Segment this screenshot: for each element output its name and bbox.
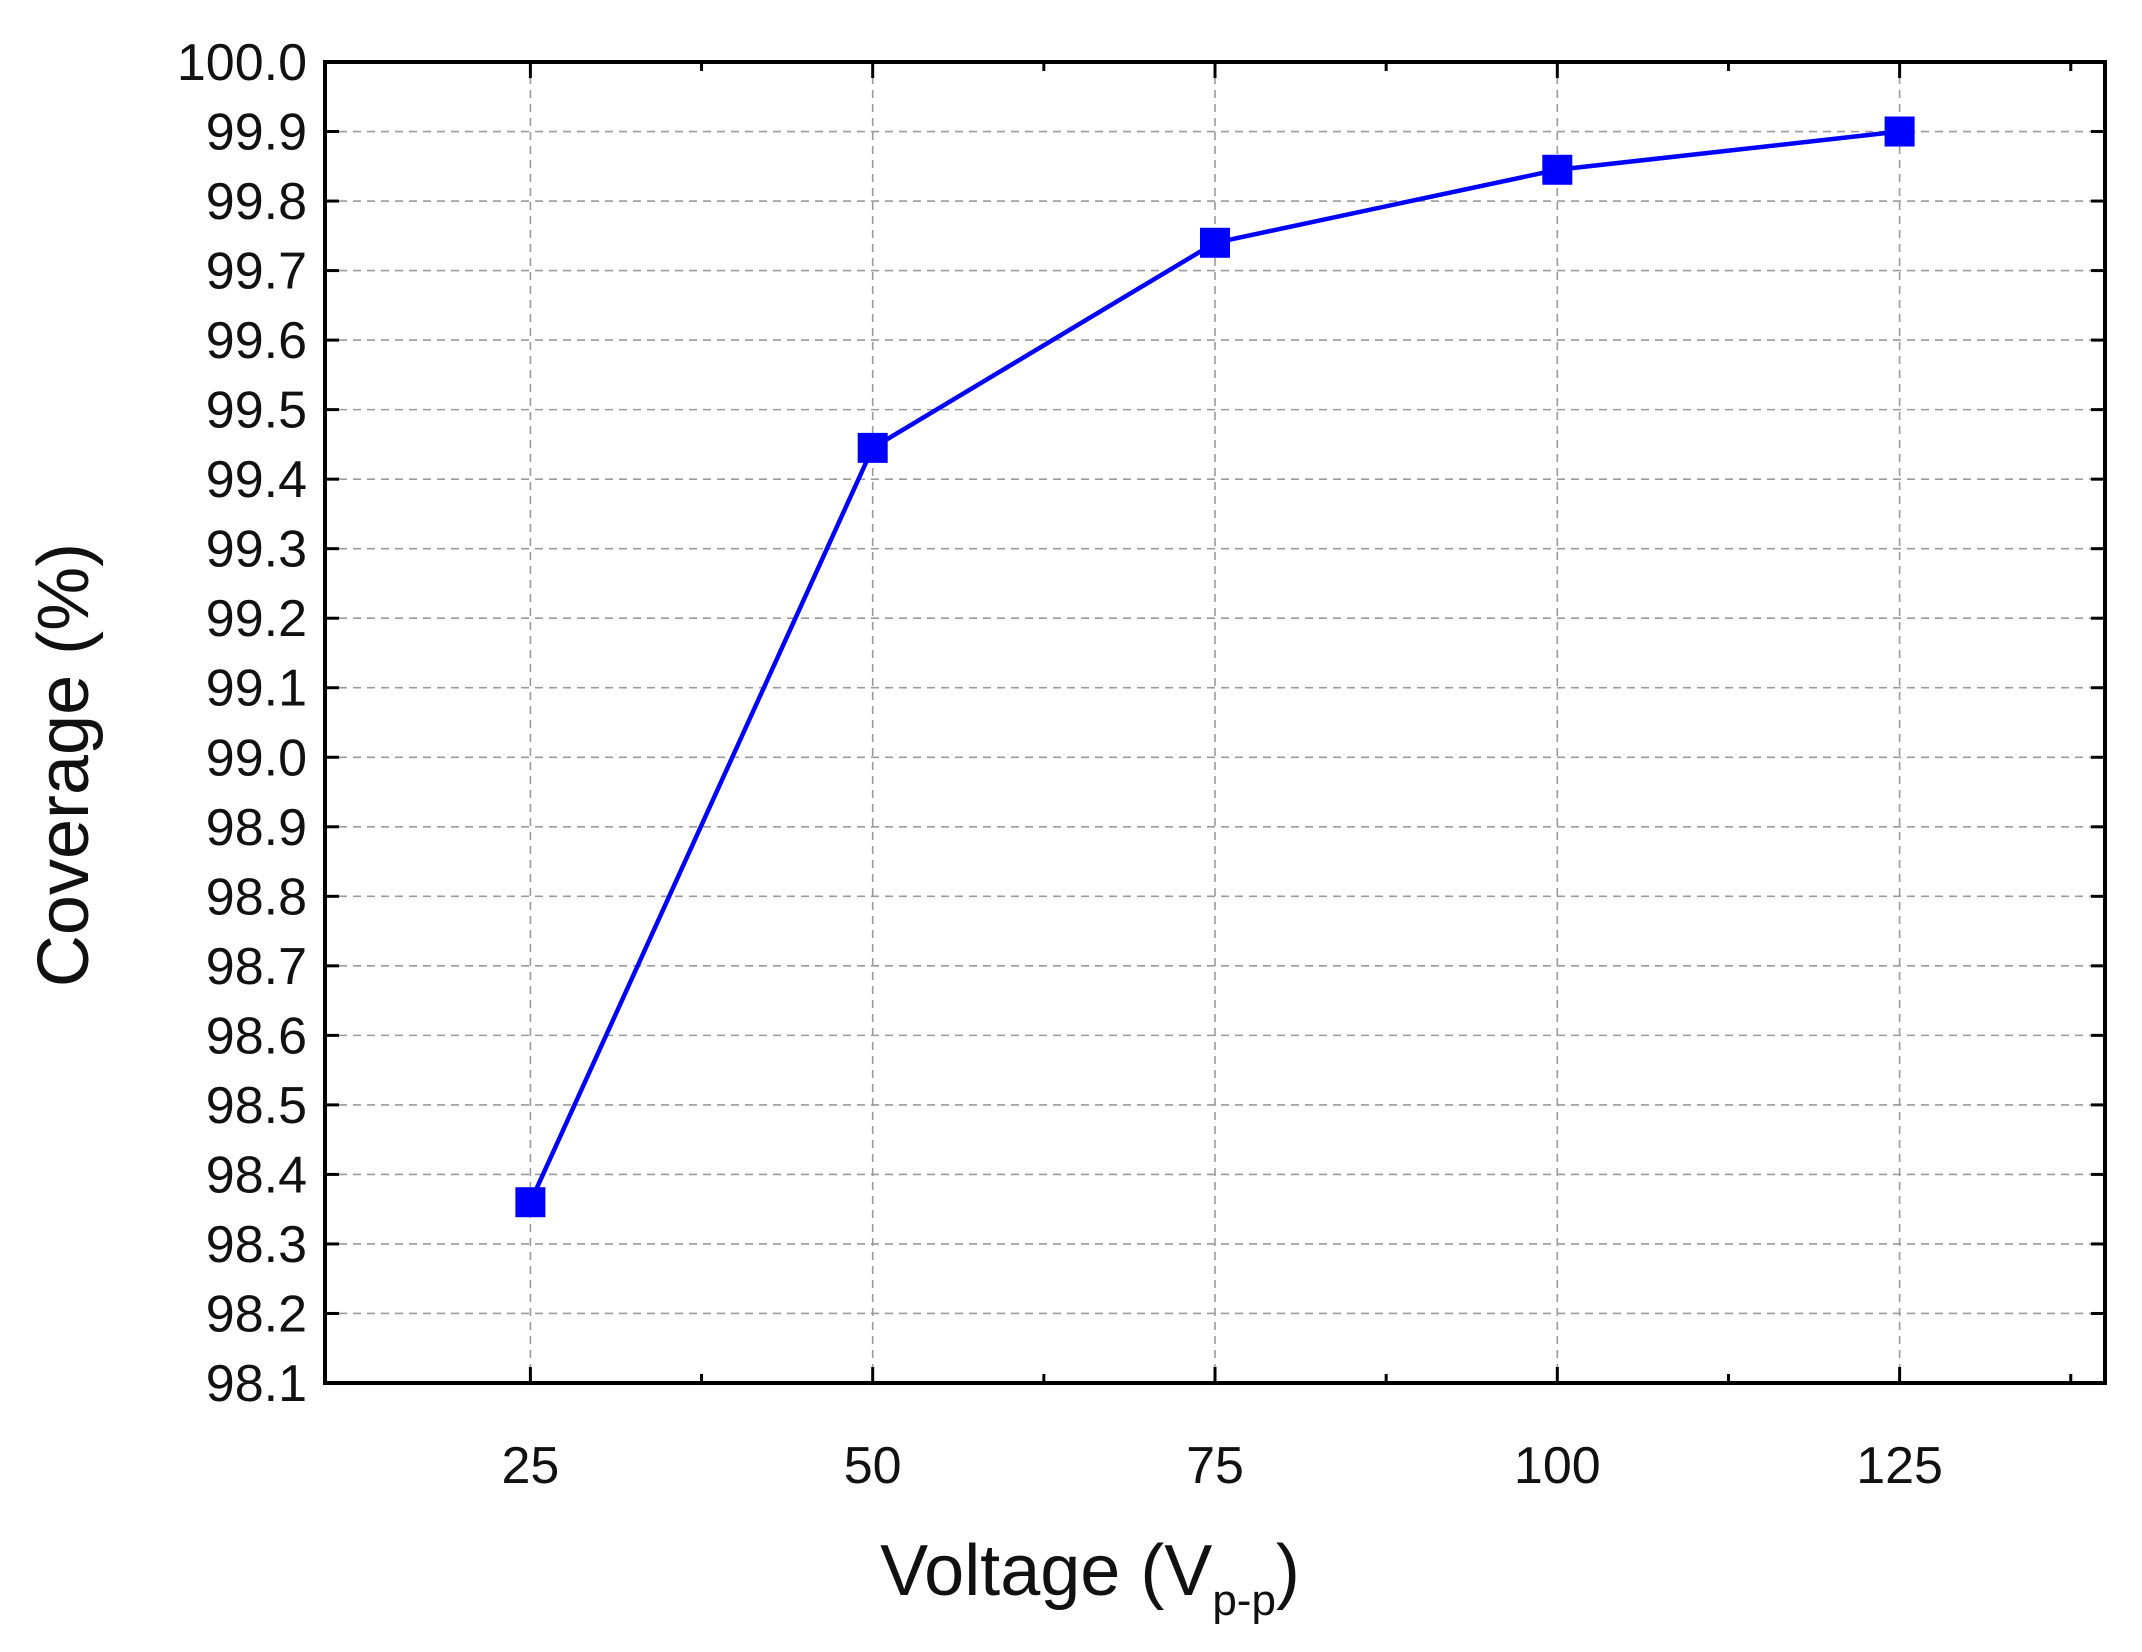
- y-tick-label: 99.1: [206, 660, 307, 718]
- y-tick-label: 99.5: [206, 382, 307, 440]
- x-tick-label: 50: [844, 1437, 902, 1495]
- y-tick-label: 99.3: [206, 521, 307, 579]
- y-tick-label: 99.8: [206, 173, 307, 231]
- y-tick-label: 99.6: [206, 312, 307, 370]
- x-tick-label: 125: [1856, 1437, 1943, 1495]
- data-point-marker: [1884, 116, 1915, 147]
- y-tick-label: 98.4: [206, 1146, 307, 1204]
- x-axis-title-subscript: p-p: [1212, 1576, 1276, 1625]
- y-tick-label: 98.3: [206, 1216, 307, 1274]
- x-tick-label: 100: [1514, 1437, 1601, 1495]
- grid: [325, 62, 2105, 1383]
- x-axis-title-suffix: ): [1276, 1531, 1300, 1611]
- y-tick-label: 99.0: [206, 729, 307, 787]
- y-tick-label: 98.1: [206, 1355, 307, 1413]
- y-tick-label: 99.4: [206, 451, 307, 509]
- axes: [323, 60, 2107, 1385]
- x-tick-label: 75: [1186, 1437, 1244, 1495]
- x-tick-label: 25: [501, 1437, 559, 1495]
- tick-labels: 98.1 98.2 98.3 98.4 98.5 98.6 98.7 98.8 98.9 99.0…: [177, 34, 1943, 1495]
- y-tick-label: 100.0: [177, 34, 307, 92]
- series-layer: [515, 116, 1915, 1218]
- y-tick-label: 99.7: [206, 243, 307, 301]
- y-tick-label: 98.5: [206, 1077, 307, 1135]
- y-tick-label: 99.9: [206, 104, 307, 162]
- x-axis-title-main: Voltage (V: [880, 1531, 1212, 1611]
- y-tick-label: 98.9: [206, 799, 307, 857]
- y-tick-label: 98.6: [206, 1007, 307, 1065]
- x-axis-title: Voltage (Vp-p): [880, 1531, 1300, 1625]
- data-point-marker: [515, 1187, 546, 1218]
- y-axis-title: Coverage (%): [24, 543, 104, 987]
- data-point-marker: [1542, 154, 1573, 185]
- y-tick-label: 98.7: [206, 938, 307, 996]
- y-tick-label: 98.2: [206, 1285, 307, 1343]
- data-point-marker: [857, 432, 888, 463]
- data-point-marker: [1200, 227, 1230, 258]
- y-tick-label: 99.2: [206, 590, 307, 648]
- y-tick-label: 98.8: [206, 868, 307, 926]
